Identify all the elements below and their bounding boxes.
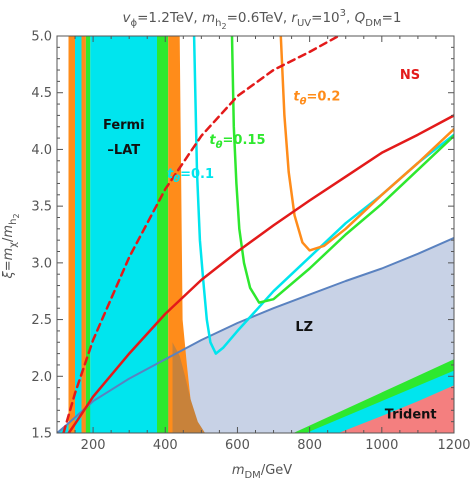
series-line-red-solid	[67, 114, 454, 433]
y-tick-label: 4.5	[31, 86, 52, 101]
series-line-ns	[62, 36, 340, 433]
x-tick-label: 200	[81, 438, 106, 453]
chart-annotations: Fermi –LAT LZ Trident NS tθ=0.2 tθ=0.15 tθ=0.1	[103, 68, 437, 422]
region-cyan-strip	[75, 36, 82, 433]
y-axis-title: ξ=mχ/mh2	[1, 213, 21, 279]
annotation-trident: Trident	[385, 407, 437, 422]
annotation-t-0-2: tθ=0.2	[293, 90, 340, 108]
x-axis-title: mDM/GeV	[232, 463, 292, 481]
annotation-fermi: Fermi	[103, 118, 145, 133]
y-tick-label: 1.5	[31, 427, 52, 442]
annotation-lz: LZ	[295, 320, 313, 335]
region-orange-band-right	[168, 36, 195, 433]
x-tick-label: 1000	[365, 438, 398, 453]
x-tick-label: 400	[153, 438, 178, 453]
series-line-t-0-1	[192, 36, 454, 355]
y-tick-label: 2.0	[31, 370, 52, 385]
series-line-t-0-15	[230, 36, 454, 304]
y-tick-label: 3.5	[31, 200, 52, 215]
region-green-band-left	[85, 36, 91, 433]
series-line-lz-boundary	[57, 236, 454, 433]
y-tick-label: 5.0	[31, 30, 52, 45]
x-tick-label: 1200	[437, 438, 470, 453]
x-tick-label: 800	[297, 438, 322, 453]
y-tick-label: 4.0	[31, 143, 52, 158]
region-orange-band-left	[68, 36, 75, 433]
annotation-lat: –LAT	[107, 143, 140, 158]
series-line-t-0-2	[279, 36, 454, 252]
chart-series	[57, 36, 454, 433]
x-tick-label: 600	[225, 438, 250, 453]
region-brown-wedge	[172, 342, 205, 433]
region-trident-excluded	[338, 385, 454, 433]
region-orange-band-mid	[81, 36, 86, 433]
region-cyan-band	[90, 36, 157, 433]
y-tick-label: 3.0	[31, 256, 52, 271]
y-tick-label: 2.5	[31, 313, 52, 328]
axis-ticks: 200 400 600 800 1000 1200 1.5 2.0 2.5 3.0 3.5 4.0 4.…	[31, 30, 470, 454]
region-green-band-right	[157, 36, 169, 433]
chart-title: vϕ=1.2TeV, mh2=0.6TeV, rUV=103, QDM=1	[123, 8, 402, 31]
annotation-t-0-1: tθ=0.1	[167, 167, 214, 185]
annotation-ns: NS	[400, 68, 420, 83]
chart-regions	[57, 36, 454, 433]
annotation-t-0-15: tθ=0.15	[209, 133, 265, 151]
